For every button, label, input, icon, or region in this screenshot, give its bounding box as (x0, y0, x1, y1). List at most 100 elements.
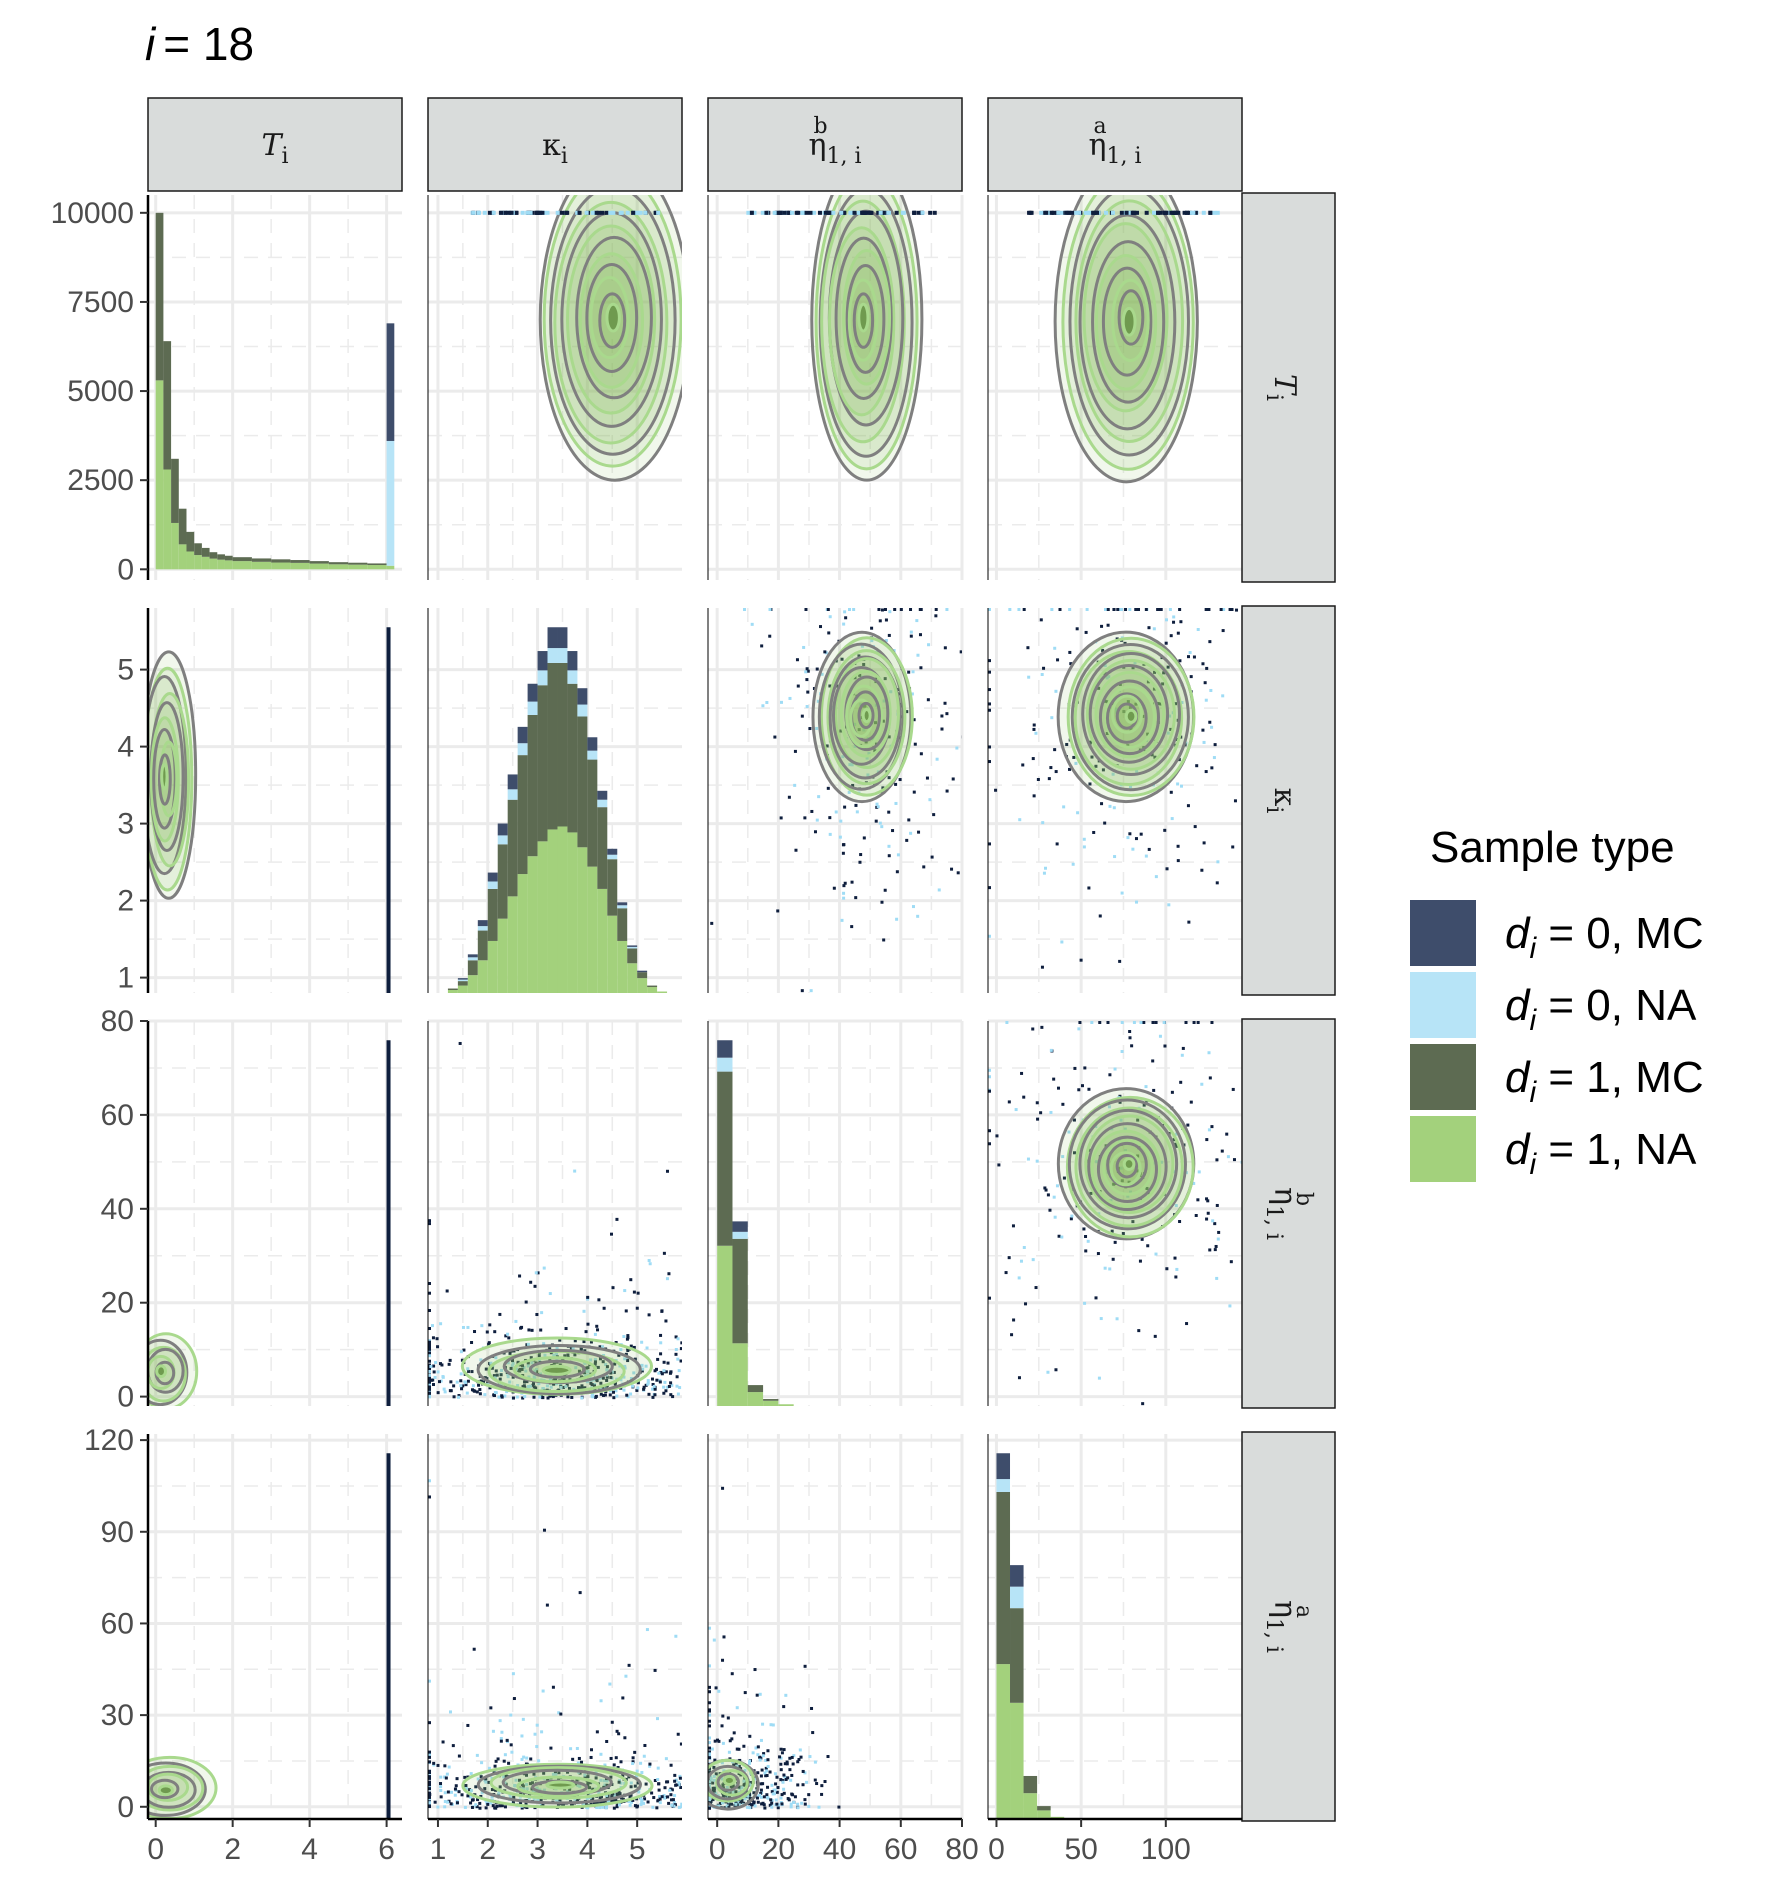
point (862, 836, 866, 840)
point (1152, 1088, 1156, 1092)
point (789, 1802, 793, 1806)
point (803, 1802, 807, 1806)
point (1112, 608, 1116, 611)
point (466, 1723, 470, 1727)
point (1144, 608, 1148, 611)
point (682, 1788, 685, 1791)
point (623, 1357, 627, 1361)
point (1193, 825, 1197, 829)
point (509, 1366, 513, 1370)
hist-bar-kappa-d0_MC-6 (507, 774, 518, 790)
point (1192, 655, 1196, 659)
point (552, 1353, 556, 1357)
point (503, 1781, 507, 1785)
point (1178, 608, 1182, 611)
svg-text:i= 18: i = 18 (145, 18, 254, 70)
point (927, 643, 931, 647)
point (633, 1750, 637, 1754)
hist-bar-T-d1_NA-7 (209, 558, 218, 570)
legend-sub: i (1529, 1148, 1537, 1181)
hist-bar-kappa-d1_NA-5 (497, 918, 508, 993)
point (557, 1771, 561, 1775)
point (507, 1336, 511, 1340)
point (566, 1353, 570, 1357)
hist-bar-kappa-d1_MC-7 (517, 755, 528, 875)
point (589, 1358, 593, 1362)
point (452, 1384, 456, 1388)
hist-bar-kappa-d0_MC-18 (627, 945, 638, 947)
point (721, 1714, 725, 1718)
hist-bar-kappa-d1_MC-18 (627, 948, 638, 964)
point (564, 1327, 568, 1331)
point (1115, 1317, 1119, 1321)
point (532, 1385, 536, 1389)
point (712, 1765, 716, 1769)
point (596, 1328, 600, 1332)
point (759, 1791, 763, 1795)
point (682, 1392, 685, 1395)
hist-bar-kappa-d0_MC-11 (557, 627, 568, 649)
point (682, 1334, 685, 1337)
histogram-T (155, 212, 395, 570)
strip-main-eta_a: η (1088, 128, 1106, 163)
point (1228, 1304, 1232, 1308)
hist-bar-kappa-d1_MC-20 (647, 985, 658, 988)
point (780, 1751, 784, 1755)
point (494, 1369, 498, 1373)
point (1111, 772, 1115, 776)
point (666, 1780, 670, 1784)
panel-eta_b-T (148, 1019, 402, 1406)
strip-label-kappa: κi (542, 128, 568, 169)
point (802, 645, 806, 649)
hist-bar-eta_b-d1_NA-2 (747, 1392, 764, 1406)
point (612, 1793, 616, 1797)
hist-bar-kappa-d0_MC-19 (637, 970, 648, 973)
strip-main-eta_b: η (808, 128, 826, 163)
point (1176, 631, 1180, 635)
hist-bar-T-d1_MC-16 (348, 562, 368, 565)
axes: 0250050007500100001234502040608003060901… (51, 195, 1242, 1866)
point (441, 1375, 445, 1379)
hist-bar-eta_a-d0_MC-1 (1010, 1565, 1024, 1587)
point (487, 210, 492, 215)
point (682, 1801, 685, 1804)
y-tick-label: 120 (84, 1424, 134, 1457)
point (1062, 1176, 1066, 1180)
point (581, 1386, 585, 1390)
point (783, 1775, 787, 1779)
point (466, 1325, 470, 1329)
point (766, 1758, 770, 1762)
strip-label-eta_b: η1, ib (808, 114, 861, 169)
point (828, 684, 832, 688)
point (997, 1163, 1001, 1167)
point (1173, 210, 1178, 215)
point (708, 1798, 711, 1802)
point (682, 1770, 685, 1773)
hist-bar-T-d1_NA-8 (217, 559, 225, 570)
point (712, 1789, 716, 1793)
point (883, 677, 887, 681)
point (659, 1352, 663, 1356)
point (616, 1793, 620, 1797)
point (1056, 658, 1060, 662)
point (1156, 608, 1160, 611)
point (740, 1799, 744, 1803)
point (800, 714, 804, 718)
point (807, 1793, 811, 1797)
point (519, 1801, 523, 1805)
point (682, 1377, 685, 1380)
point (739, 1800, 743, 1804)
point (549, 1746, 553, 1750)
point (1215, 1276, 1219, 1280)
point (656, 210, 661, 215)
point (805, 678, 809, 682)
point (552, 1361, 556, 1365)
point (863, 210, 868, 215)
point (871, 737, 875, 741)
point (614, 1341, 618, 1345)
contour-level (722, 1774, 736, 1787)
point (503, 1394, 507, 1398)
point (436, 1370, 440, 1374)
point (619, 1348, 623, 1352)
